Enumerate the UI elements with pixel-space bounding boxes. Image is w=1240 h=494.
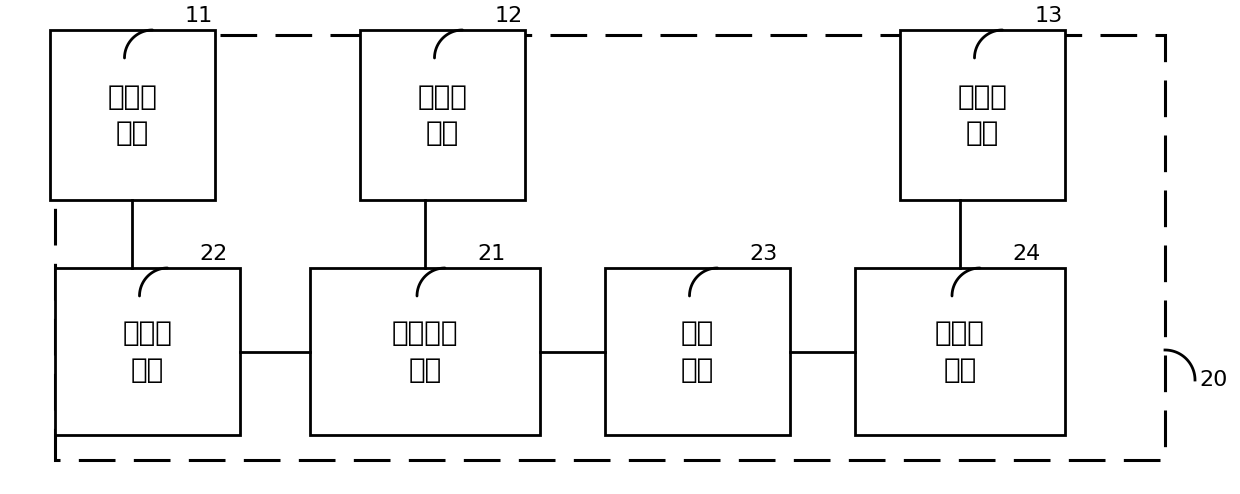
Text: 偏置器
模块: 偏置器 模块 bbox=[935, 319, 985, 384]
Bar bbox=[50, 30, 215, 200]
Bar bbox=[605, 268, 790, 435]
Bar bbox=[360, 30, 525, 200]
Bar bbox=[55, 268, 241, 435]
Text: 电流源
模块: 电流源 模块 bbox=[123, 319, 172, 384]
Bar bbox=[900, 30, 1065, 200]
Text: 11: 11 bbox=[185, 6, 213, 26]
Text: 20: 20 bbox=[1199, 370, 1228, 390]
Text: 21: 21 bbox=[477, 244, 505, 264]
Text: 缓冲
模块: 缓冲 模块 bbox=[681, 319, 714, 384]
Bar bbox=[856, 268, 1065, 435]
Text: 23: 23 bbox=[749, 244, 777, 264]
Text: 偏置电
压源: 偏置电 压源 bbox=[957, 82, 1007, 147]
Text: 24: 24 bbox=[1012, 244, 1040, 264]
Text: 22: 22 bbox=[200, 244, 228, 264]
Text: 调谐振荡
模块: 调谐振荡 模块 bbox=[392, 319, 459, 384]
Bar bbox=[55, 35, 1166, 460]
Bar bbox=[310, 268, 539, 435]
Text: 工作电
压源: 工作电 压源 bbox=[108, 82, 157, 147]
Text: 调谐电
压源: 调谐电 压源 bbox=[418, 82, 467, 147]
Text: 12: 12 bbox=[495, 6, 523, 26]
Text: 13: 13 bbox=[1034, 6, 1063, 26]
